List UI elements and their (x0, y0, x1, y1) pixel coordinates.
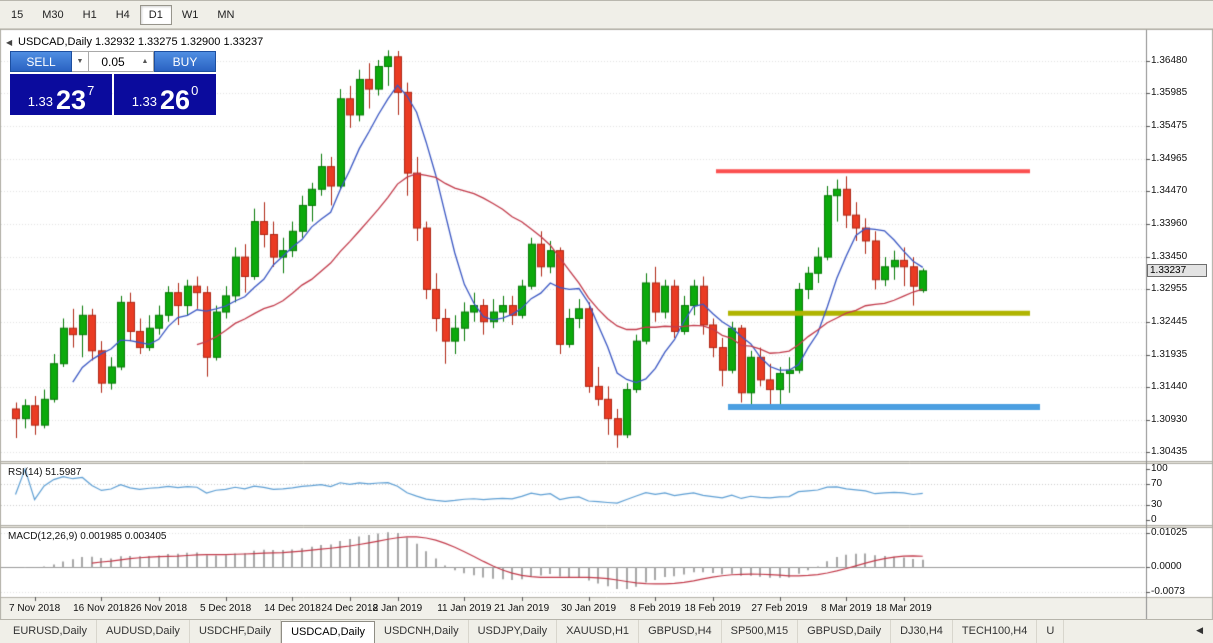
timeframe-button-m30[interactable]: M30 (42, 8, 64, 21)
chart-tab-dj30-h4[interactable]: DJ30,H4 (891, 620, 953, 643)
sell-price-display[interactable]: 1.33 23 7 (10, 74, 112, 115)
buy-button[interactable]: BUY (154, 51, 216, 72)
timeframe-button-h1[interactable]: H1 (82, 8, 97, 21)
timeframe-button-mn[interactable]: MN (217, 8, 235, 21)
volume-increase-button[interactable]: ▲ (137, 51, 154, 72)
current-price-tag: 1.33237 (1147, 263, 1207, 277)
sell-price-sup: 7 (87, 83, 95, 98)
chart-tab-gbpusd-h4[interactable]: GBPUSD,H4 (639, 620, 722, 643)
chart-tab-audusd-daily[interactable]: AUDUSD,Daily (97, 620, 190, 643)
chart-tab-usdcnh-daily[interactable]: USDCNH,Daily (375, 620, 469, 643)
chart-tab-eurusd-daily[interactable]: EURUSD,Daily (4, 620, 97, 643)
timeframe-toolbar: 15 M30 H1 H4 D1 W1 MN (0, 1, 1213, 29)
collapse-chart-icon[interactable]: ◀ (6, 38, 13, 47)
price-chart-canvas[interactable] (0, 29, 1213, 620)
timeframe-button-h4[interactable]: H4 (115, 8, 130, 21)
one-click-trading-panel: SELL ▼ 0.05 ▲ BUY 1.33 23 7 1.33 26 0 (10, 51, 216, 115)
chart-title: USDCAD,Daily 1.32932 1.33275 1.32900 1.3… (18, 36, 264, 48)
trade-price-row: 1.33 23 7 1.33 26 0 (10, 74, 216, 115)
chart-tab-xauusd-h1[interactable]: XAUUSD,H1 (557, 620, 640, 643)
volume-decrease-button[interactable]: ▼ (72, 51, 89, 72)
trade-order-row: SELL ▼ 0.05 ▲ BUY (10, 51, 216, 72)
timeframe-button-d1[interactable]: D1 (139, 4, 172, 25)
chart-tab-bar: EURUSD,Daily AUDUSD,Daily USDCHF,Daily USDC… (0, 619, 1213, 643)
chart-tab-usdchf-daily[interactable]: USDCHF,Daily (190, 620, 282, 643)
buy-price-prefix: 1.33 (131, 94, 158, 109)
buy-price-sup: 0 (191, 83, 199, 98)
sell-price-big: 23 (56, 85, 87, 116)
chart-tab-gbpusd-daily[interactable]: GBPUSD,Daily (798, 620, 892, 643)
sell-price-prefix: 1.33 (27, 94, 54, 109)
chart-region: ◀ USDCAD,Daily 1.32932 1.33275 1.32900 1… (0, 29, 1213, 620)
chart-tab-tech100-h4[interactable]: TECH100,H4 (953, 620, 1038, 643)
rsi-label: RSI(14) 51.5987 (8, 467, 82, 478)
chart-tab-sp500-m15[interactable]: SP500,M15 (722, 620, 799, 643)
chart-tab-u[interactable]: U (1037, 620, 1065, 643)
chart-tab-usdjpy-daily[interactable]: USDJPY,Daily (469, 620, 558, 643)
chart-tab-usdcad-daily[interactable]: USDCAD,Daily (281, 621, 376, 643)
timeframe-button-w1[interactable]: W1 (181, 8, 199, 21)
sell-button[interactable]: SELL (10, 51, 72, 72)
tab-scroll-left-icon[interactable]: ◀ (1196, 625, 1203, 635)
buy-price-display[interactable]: 1.33 26 0 (114, 74, 216, 115)
macd-label: MACD(12,26,9) 0.001985 0.003405 (8, 531, 167, 542)
timeframe-button-15[interactable]: 15 (11, 8, 24, 21)
volume-input[interactable]: 0.05 (89, 51, 137, 72)
buy-price-big: 26 (160, 85, 191, 116)
